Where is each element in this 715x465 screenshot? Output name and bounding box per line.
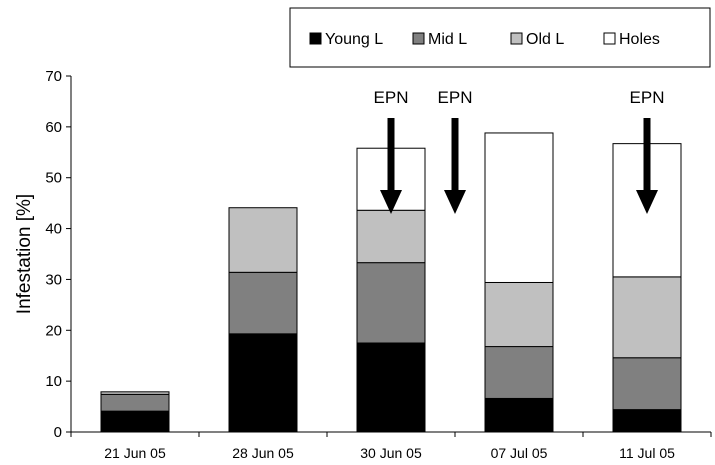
y-axis-title: Infestation [%] <box>14 194 35 314</box>
x-tick-label: 30 Jun 05 <box>360 445 422 461</box>
bar-segment-old-l <box>228 207 298 273</box>
legend-swatch <box>412 32 425 45</box>
bar-segment-old-l <box>484 281 554 348</box>
x-tick-label: 07 Jul 05 <box>491 445 548 461</box>
epn-arrow-head <box>444 190 466 214</box>
annotations: EPN EPN EPN <box>374 88 665 214</box>
legend-box <box>289 7 711 68</box>
bar-segment-young-l <box>228 333 298 433</box>
epn-label: EPN <box>438 88 473 107</box>
bar-segment-mid-l <box>612 357 682 411</box>
bar-segment-young-l <box>356 342 426 433</box>
epn-arrow-shaft <box>387 118 395 192</box>
y-axis: 0 10 20 30 40 50 60 70 Infestation [%] <box>14 68 72 441</box>
legend-swatch <box>309 32 322 45</box>
bar-segment-old-l <box>612 276 682 359</box>
bar-segment-mid-l <box>356 262 426 344</box>
bar-segment-young-l <box>100 410 170 433</box>
x-tick-label: 11 Jul 05 <box>619 445 675 461</box>
legend-swatch <box>510 32 523 45</box>
bar-segment-young-l <box>612 409 682 433</box>
y-tick-label: 40 <box>45 221 62 238</box>
legend: Young L Mid L Old L Holes <box>289 7 711 68</box>
epn-label: EPN <box>630 88 665 107</box>
bar-segment-young-l <box>484 397 554 433</box>
epn-arrow-head <box>380 190 402 214</box>
legend-label: Mid L <box>428 31 467 48</box>
epn-arrow-head <box>636 190 658 214</box>
y-tick-label: 20 <box>45 322 62 339</box>
epn-arrow-shaft <box>451 118 459 192</box>
bar-segment-mid-l <box>100 393 170 412</box>
x-tick-label: 28 Jun 05 <box>232 445 294 461</box>
y-tick-label: 50 <box>45 170 62 187</box>
legend-label: Young L <box>325 31 383 48</box>
y-tick-label: 0 <box>54 424 62 441</box>
bar-segment-old-l <box>100 391 170 395</box>
bar-segment-holes <box>484 132 554 283</box>
y-tick-label: 70 <box>45 68 62 85</box>
bars <box>100 132 682 433</box>
y-tick-label: 10 <box>45 373 62 390</box>
epn-arrow-shaft <box>643 118 651 192</box>
x-axis: 21 Jun 05 28 Jun 05 30 Jun 05 07 Jul 05 11 J… <box>70 431 712 461</box>
y-tick-label: 60 <box>45 119 62 136</box>
y-tick-label: 30 <box>45 271 62 288</box>
legend-swatch <box>603 32 616 45</box>
epn-label: EPN <box>374 88 409 107</box>
x-tick-label: 21 Jun 05 <box>104 445 166 461</box>
legend-label: Old L <box>526 31 564 48</box>
bar-segment-mid-l <box>228 271 298 335</box>
bar-segment-old-l <box>356 209 426 264</box>
bar-segment-mid-l <box>484 346 554 399</box>
legend-label: Holes <box>619 31 660 48</box>
